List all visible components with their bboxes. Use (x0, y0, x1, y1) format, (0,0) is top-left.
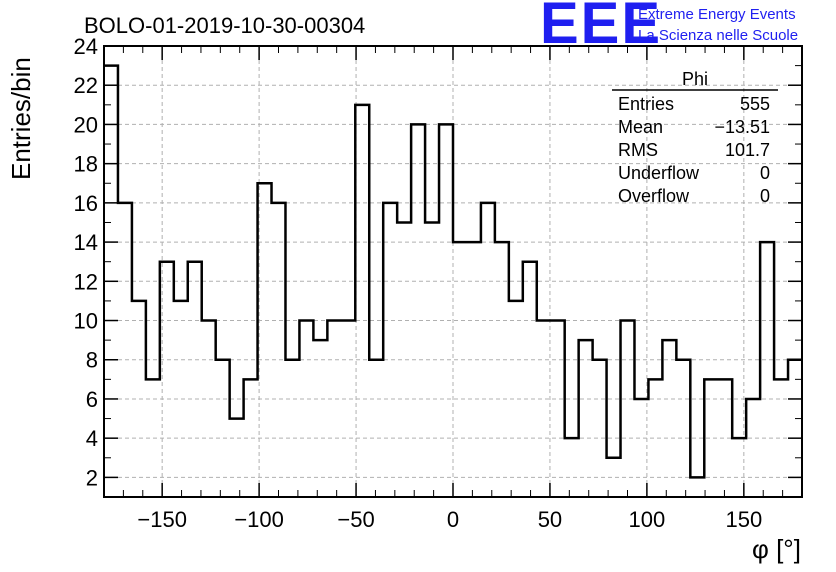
x-tick-label: −150 (137, 507, 187, 532)
stats-title: Phi (682, 69, 708, 89)
x-tick-label: 50 (538, 507, 562, 532)
x-tick-label: 150 (725, 507, 762, 532)
stats-value: 555 (740, 94, 770, 114)
y-axis-title: Entries/bin (6, 57, 36, 180)
y-tick-label: 16 (74, 191, 98, 216)
y-tick-label: 14 (74, 230, 98, 255)
x-tick-label: 0 (447, 507, 459, 532)
stats-label: Underflow (618, 163, 700, 183)
y-tick-label: 12 (74, 269, 98, 294)
logo-line-2: La Scienza nelle Scuole (638, 27, 798, 44)
stats-row: Entries 555 (618, 94, 770, 114)
stats-label: RMS (618, 140, 658, 160)
stats-label: Entries (618, 94, 674, 114)
histogram-line (104, 64, 802, 479)
y-tick-label: 6 (86, 387, 98, 412)
y-tick-label: 18 (74, 152, 98, 177)
y-tick-label: 20 (74, 112, 98, 137)
stats-row: RMS 101.7 (618, 140, 770, 160)
x-tick-label: −50 (337, 507, 374, 532)
y-tick-label: 4 (86, 426, 98, 451)
eee-logo-mark: EEE (540, 0, 662, 56)
stats-label: Overflow (618, 186, 690, 206)
x-tick-label: 100 (629, 507, 666, 532)
y-tick-label: 22 (74, 73, 98, 98)
x-axis-title: φ [°] (752, 534, 801, 564)
stats-box: Phi Entries 555 Mean −13.51 RMS 101.7 Underflo… (612, 69, 778, 206)
stats-row: Mean −13.51 (618, 117, 770, 137)
y-tick-label: 10 (74, 309, 98, 334)
grid-layer (104, 45, 802, 497)
x-tick-label: −100 (234, 507, 284, 532)
stats-row: Underflow 0 (618, 163, 770, 183)
stats-value: 101.7 (725, 140, 770, 160)
stats-row: Overflow 0 (618, 186, 770, 206)
stats-value: −13.51 (714, 117, 770, 137)
stats-label: Mean (618, 117, 663, 137)
stats-value: 0 (760, 163, 770, 183)
logo-line-1: Extreme Energy Events (638, 6, 796, 23)
y-tick-label: 8 (86, 348, 98, 373)
stats-value: 0 (760, 186, 770, 206)
y-tick-label: 2 (86, 465, 98, 490)
chart-title: BOLO-01-2019-10-30-00304 (84, 13, 365, 38)
y-tick-label: 24 (74, 34, 98, 59)
